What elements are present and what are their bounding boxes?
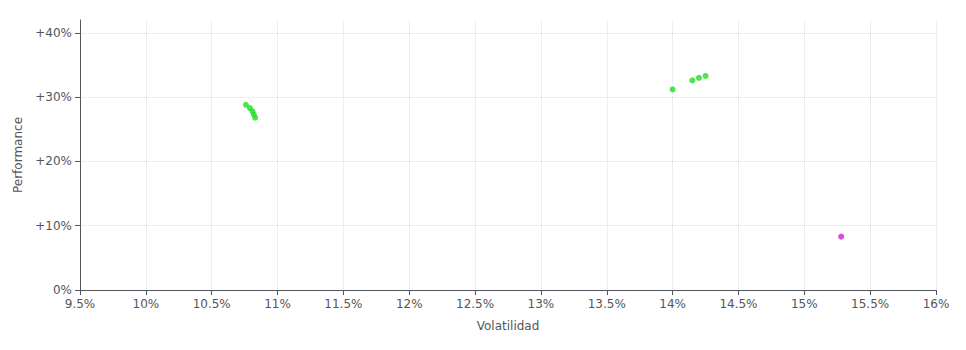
- svg-text:0%: 0%: [53, 283, 72, 297]
- svg-text:14.5%: 14.5%: [719, 297, 757, 311]
- svg-text:Performance: Performance: [11, 117, 25, 193]
- svg-text:15%: 15%: [791, 297, 818, 311]
- svg-text:13%: 13%: [528, 297, 555, 311]
- svg-text:+40%: +40%: [35, 26, 72, 40]
- svg-text:Volatilidad: Volatilidad: [477, 319, 540, 333]
- svg-text:12.5%: 12.5%: [456, 297, 494, 311]
- svg-text:13.5%: 13.5%: [588, 297, 626, 311]
- svg-text:15.5%: 15.5%: [851, 297, 889, 311]
- svg-text:+30%: +30%: [35, 90, 72, 104]
- svg-text:14%: 14%: [659, 297, 686, 311]
- svg-text:10%: 10%: [133, 297, 160, 311]
- svg-text:+20%: +20%: [35, 154, 72, 168]
- svg-text:16%: 16%: [923, 297, 950, 311]
- svg-text:9.5%: 9.5%: [65, 297, 96, 311]
- svg-text:+10%: +10%: [35, 219, 72, 233]
- svg-text:11%: 11%: [264, 297, 291, 311]
- svg-text:11.5%: 11.5%: [324, 297, 362, 311]
- svg-text:10.5%: 10.5%: [193, 297, 231, 311]
- svg-text:12%: 12%: [396, 297, 423, 311]
